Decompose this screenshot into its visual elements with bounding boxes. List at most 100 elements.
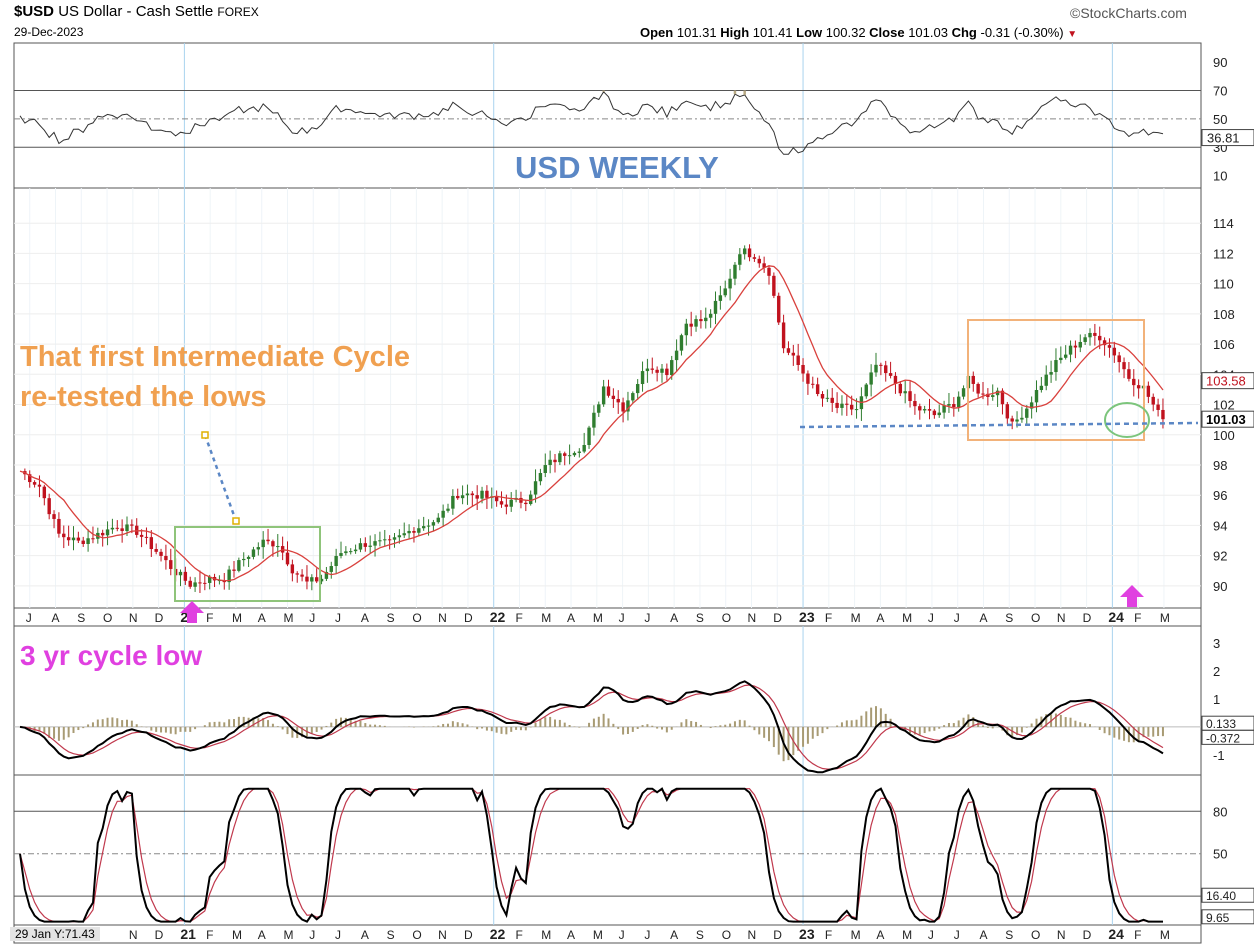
candle-body (869, 372, 873, 385)
candle-body (932, 410, 937, 416)
candle-body (830, 397, 834, 403)
date-tick-label: O (1031, 928, 1040, 942)
date-tick-label: S (1005, 928, 1013, 942)
candle-body (543, 465, 547, 474)
date-tick-label: 22 (490, 609, 506, 625)
candle-body (71, 537, 76, 541)
candle-body (310, 577, 314, 582)
price-label: 103.58 (1206, 374, 1246, 389)
ohlc-readout: Open 101.31 High 101.41 Low 100.32 Close… (640, 25, 1077, 40)
date-axis-strip (13, 607, 1202, 627)
macd-tick-label: -1 (1213, 748, 1225, 763)
candle-body (91, 538, 95, 540)
date-tick-label: F (1134, 928, 1141, 942)
rsi-frame (13, 42, 1202, 189)
date-tick-label: D (773, 928, 782, 942)
candle-body (674, 350, 679, 361)
price-panel (19, 244, 1165, 593)
close-value: 101.03 (908, 25, 948, 40)
candle-body (524, 502, 528, 505)
candle-body (665, 368, 669, 376)
candle-body (271, 541, 275, 547)
date-tick-label: J (954, 928, 960, 942)
date-tick-label: M (902, 611, 912, 625)
candle-body (699, 319, 703, 322)
candle-body (344, 551, 348, 554)
candle-body (47, 498, 51, 515)
candle-body (640, 371, 645, 385)
price-label-box (1201, 410, 1254, 428)
candle-body (1083, 337, 1087, 342)
candle-body (601, 386, 606, 405)
candle-body (460, 495, 465, 499)
candle-body (884, 365, 888, 374)
date-tick-label: M (593, 611, 603, 625)
panel-frames (13, 42, 1202, 944)
high-value: 101.41 (752, 25, 793, 40)
candle-body (791, 352, 796, 356)
price-tick-label: 90 (1213, 579, 1227, 594)
candle-body (494, 496, 499, 502)
candle-body (1039, 385, 1044, 391)
candle-body (183, 571, 188, 581)
candle-body (237, 560, 241, 571)
candle-body (198, 582, 202, 584)
candle-body (81, 540, 85, 544)
date-tick-label: N (129, 611, 138, 625)
date-tick-label: M (541, 611, 551, 625)
open-label: Open (640, 25, 674, 40)
date-tick-label: F (515, 928, 522, 942)
magenta-arrow-icon (180, 601, 204, 623)
candle-body (655, 369, 659, 373)
candle-body (781, 322, 786, 349)
axis-labels: 9092949698100102104106108110112114JASOND… (26, 216, 1254, 942)
candle-body (835, 402, 839, 408)
candle-body (1161, 409, 1165, 420)
candle-body (757, 258, 761, 264)
candle-body (548, 459, 552, 466)
candle-body (849, 404, 854, 410)
low-label: Low (796, 25, 823, 40)
candle-body (232, 569, 236, 571)
candle-body (305, 576, 309, 582)
date-tick-label: S (77, 611, 85, 625)
support-line (799, 421, 1199, 429)
candle-body (1044, 374, 1048, 386)
candle-body (587, 427, 591, 445)
date-tick-label: S (696, 928, 704, 942)
rsi-tick-label: 90 (1213, 55, 1227, 70)
date-tick-label: D (1083, 928, 1092, 942)
rsi-tick-label: 70 (1213, 84, 1227, 99)
candle-body (840, 403, 844, 408)
moving-average-line (19, 265, 1164, 582)
candle-body (864, 384, 868, 397)
line-handle-top (201, 431, 209, 439)
candle-body (908, 391, 912, 402)
candle-body (188, 580, 192, 587)
green-annotation-box (174, 526, 321, 602)
candle-body (825, 397, 830, 399)
candle-body (670, 360, 674, 376)
candle-body (475, 495, 479, 499)
candle-body (164, 555, 168, 561)
candle-body (786, 348, 791, 353)
candle-body (193, 582, 197, 587)
candle-body (412, 530, 416, 533)
date-tick-label: O (412, 611, 421, 625)
candle-body (952, 404, 956, 408)
candle-body (815, 384, 820, 394)
candle-body (961, 388, 966, 397)
candle-body (1112, 347, 1117, 356)
candle-body (874, 364, 878, 373)
candle-body (728, 278, 732, 289)
candle-body (456, 495, 460, 499)
candle-body (708, 313, 713, 318)
date-tick-label: O (722, 928, 731, 942)
candle-body (528, 494, 533, 505)
candle-body (1078, 341, 1082, 348)
candle-body (227, 569, 231, 583)
candle-body (806, 373, 810, 384)
candle-body (811, 383, 815, 385)
candle-body (300, 574, 304, 577)
candle-body (446, 508, 450, 511)
